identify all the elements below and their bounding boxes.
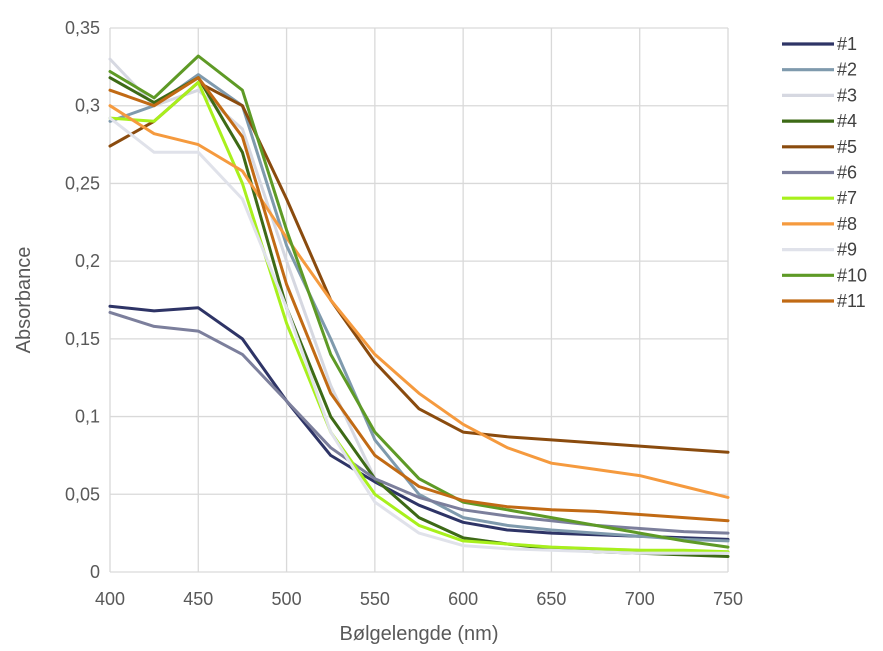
x-tick-label: 650: [536, 589, 566, 609]
x-tick-label: 700: [625, 589, 655, 609]
y-tick-label: 0,2: [75, 251, 100, 271]
x-axis-title: Bølgelengde (nm): [340, 623, 499, 645]
legend-label: #1: [837, 34, 857, 54]
legend-label: #4: [837, 111, 857, 131]
legend-label: #11: [837, 291, 866, 311]
series-line-6: [108, 310, 730, 535]
x-tick-label: 600: [448, 589, 478, 609]
y-tick-label: 0,15: [65, 329, 100, 349]
legend-label: #5: [837, 137, 857, 157]
legend-label: #8: [837, 214, 857, 234]
y-tick-label: 0,1: [75, 407, 100, 427]
chart-plot-area: [108, 54, 730, 558]
series-line-11: [108, 76, 730, 523]
y-tick-label: 0,35: [65, 18, 100, 38]
y-tick-label: 0,05: [65, 484, 100, 504]
y-tick-label: 0,25: [65, 173, 100, 193]
series-line-10: [108, 54, 730, 549]
series-line-2: [108, 73, 730, 543]
y-axis-ticks: 0 0,05 0,1 0,15 0,2 0,25 0,3 0,35: [65, 18, 100, 582]
series-line-9: [108, 116, 730, 555]
x-axis-ticks: 400 450 500 550 600 650 700 750: [95, 589, 743, 609]
legend-label: #10: [837, 265, 867, 285]
y-axis-title: Absorbance: [13, 247, 35, 354]
x-tick-label: 400: [95, 589, 125, 609]
chart-gridlines: [109, 27, 729, 573]
x-tick-label: 750: [713, 589, 743, 609]
x-tick-label: 550: [360, 589, 390, 609]
x-tick-label: 500: [272, 589, 302, 609]
chart-legend: #1 #2 #3 #4 #5 #6 #7 #8 #9 #10 #11: [782, 34, 867, 311]
y-tick-label: 0: [90, 562, 100, 582]
legend-label: #3: [837, 85, 857, 105]
x-tick-label: 450: [183, 589, 213, 609]
legend-label: #9: [837, 240, 857, 260]
series-line-8: [108, 104, 730, 499]
series-line-1: [108, 304, 730, 541]
legend-label: #7: [837, 188, 857, 208]
series-line-7: [108, 80, 730, 554]
legend-label: #2: [837, 60, 857, 80]
legend-label: #6: [837, 163, 857, 183]
series-line-5: [108, 80, 730, 454]
y-tick-label: 0,3: [75, 96, 100, 116]
